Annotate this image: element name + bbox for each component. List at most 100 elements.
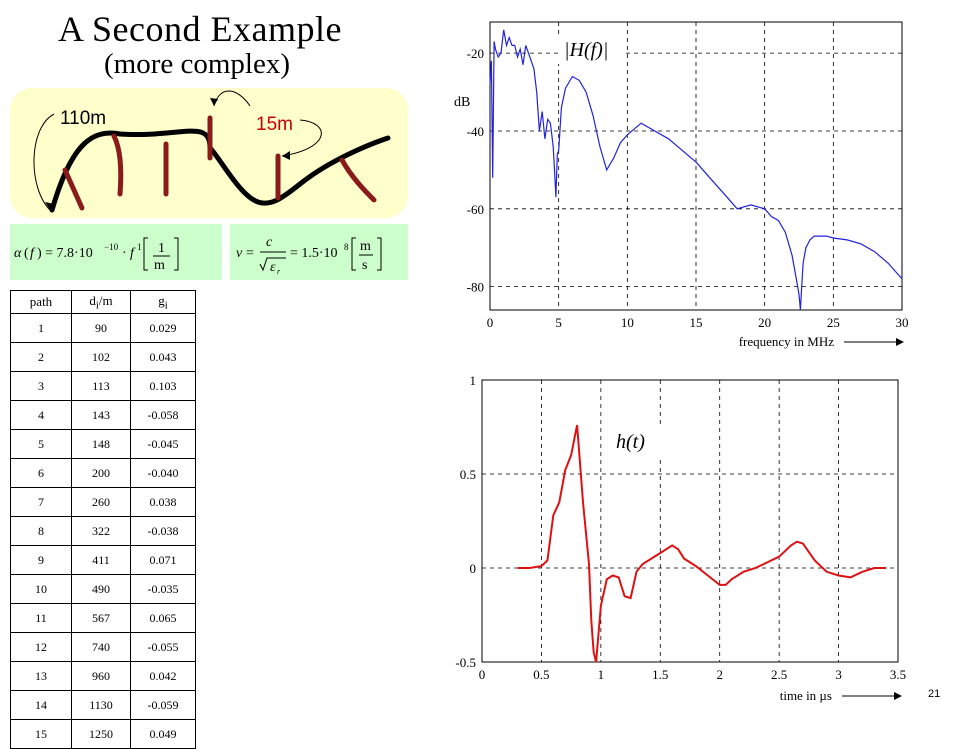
table-cell: 411	[71, 545, 131, 575]
table-header: gi	[130, 290, 196, 314]
table-cell: 113	[71, 371, 131, 401]
x-tick-label: 3.5	[890, 667, 906, 682]
y-tick-label: 1	[470, 373, 477, 388]
table-cell: 490	[71, 574, 131, 604]
svg-text:ε: ε	[270, 260, 276, 275]
y-tick-label: -60	[467, 202, 484, 217]
x-tick-label: 10	[621, 315, 634, 330]
table-cell: -0.038	[130, 516, 196, 546]
table-cell: 15	[10, 719, 72, 749]
svg-text:=: =	[246, 246, 254, 261]
table-row: 9 411 0.071	[10, 545, 196, 575]
x-tick-label: 25	[827, 315, 840, 330]
table-cell: 1250	[71, 719, 131, 749]
x-axis-label: time in µs	[780, 688, 832, 703]
svg-text:m: m	[154, 258, 165, 273]
y-tick-label: 0.5	[460, 467, 476, 482]
table-row: 8 322 -0.038	[10, 516, 196, 546]
table-cell: -0.055	[130, 632, 196, 662]
table-cell: 322	[71, 516, 131, 546]
table-cell: 0.038	[130, 487, 196, 517]
table-header-row: path di/m gi	[10, 290, 196, 314]
table-cell: 148	[71, 429, 131, 459]
table-header: di/m	[71, 290, 131, 314]
x-tick-label: 0	[487, 315, 494, 330]
svg-text:r: r	[277, 267, 281, 276]
x-tick-label: 5	[555, 315, 562, 330]
table-cell: 5	[10, 429, 72, 459]
label-15m: 15m	[256, 114, 293, 135]
y-tick-label: 0	[470, 561, 477, 576]
table-cell: 9	[10, 545, 72, 575]
frequency-response-chart: 0 5 10 15 20 25 30 -20 -40 -60 -80 |H(f)| frequency …	[454, 21, 909, 349]
x-tick-label: 3	[835, 667, 842, 682]
legend-label-background	[558, 36, 622, 64]
svg-text:−10: −10	[104, 242, 119, 252]
x-tick-label: 15	[690, 315, 703, 330]
series-label: h(t)	[616, 431, 645, 453]
x-tick-label: 1.5	[652, 667, 668, 682]
table-cell: 12	[10, 632, 72, 662]
table-cell: 0.065	[130, 603, 196, 633]
label-110m: 110m	[60, 108, 106, 129]
table-cell: 14	[10, 690, 72, 720]
table-row: 3 113 0.103	[10, 371, 196, 401]
table-cell: 0.049	[130, 719, 196, 749]
svg-text:·: ·	[122, 246, 127, 261]
branch-tap	[339, 157, 377, 203]
y-tick-label: -80	[467, 280, 484, 295]
y-tick-label: -0.5	[455, 655, 476, 670]
table-row: 6 200 -0.040	[10, 458, 196, 488]
table-cell: -0.035	[130, 574, 196, 604]
table-row: 13 960 0.042	[10, 661, 196, 691]
x-axis-arrowhead	[894, 692, 902, 700]
table-cell: 7	[10, 487, 72, 517]
table-cell: 90	[71, 313, 131, 343]
cable-topology-diagram: 110m 15m	[10, 88, 408, 218]
branch-tap	[111, 133, 124, 197]
table-cell: -0.045	[130, 429, 196, 459]
svg-text:v: v	[236, 246, 243, 261]
table-row: 14 1130 -0.059	[10, 690, 196, 720]
plot-frame	[481, 379, 899, 663]
table-cell: 0.029	[130, 313, 196, 343]
table-row: 7 260 0.038	[10, 487, 196, 517]
table-cell: 260	[71, 487, 131, 517]
x-tick-label: 1	[598, 667, 605, 682]
svg-text:c: c	[266, 235, 273, 250]
x-tick-label: 0	[479, 667, 486, 682]
table-header: path	[10, 290, 72, 314]
table-cell: 4	[10, 400, 72, 430]
table-row: 1 90 0.029	[10, 313, 196, 343]
svg-text:1: 1	[158, 241, 165, 256]
table-cell: 0.103	[130, 371, 196, 401]
x-tick-label: 30	[896, 315, 909, 330]
y-axis-label: dB	[454, 95, 470, 110]
x-axis-label: frequency in MHz	[739, 334, 835, 349]
table-cell: 960	[71, 661, 131, 691]
table-cell: 3	[10, 371, 72, 401]
slide-title: A Second Example	[58, 9, 342, 49]
table-cell: -0.058	[130, 400, 196, 430]
svg-text:f: f	[30, 246, 36, 261]
x-axis-arrowhead	[896, 338, 904, 346]
table-row: 15 1250 0.049	[10, 719, 196, 749]
table-cell: 200	[71, 458, 131, 488]
svg-text:s: s	[362, 258, 367, 273]
table-row: 4 143 -0.058	[10, 400, 196, 430]
svg-text:= 1.5·10: = 1.5·10	[290, 246, 338, 261]
slide-subtitle: (more complex)	[104, 48, 291, 80]
table-cell: 6	[10, 458, 72, 488]
table-cell: 0.071	[130, 545, 196, 575]
table-cell: 10	[10, 574, 72, 604]
table-cell: -0.040	[130, 458, 196, 488]
svg-text:m: m	[360, 239, 371, 254]
svg-text:1: 1	[137, 242, 142, 252]
main-cable	[49, 128, 391, 213]
page-number: 21	[928, 688, 941, 700]
table-cell: 143	[71, 400, 131, 430]
table-cell: 11	[10, 603, 72, 633]
table-cell: 740	[71, 632, 131, 662]
table-cell: 102	[71, 342, 131, 372]
attenuation-formula: α ( f ) = 7.8·10 −10 · f 1 1 m	[10, 224, 222, 280]
